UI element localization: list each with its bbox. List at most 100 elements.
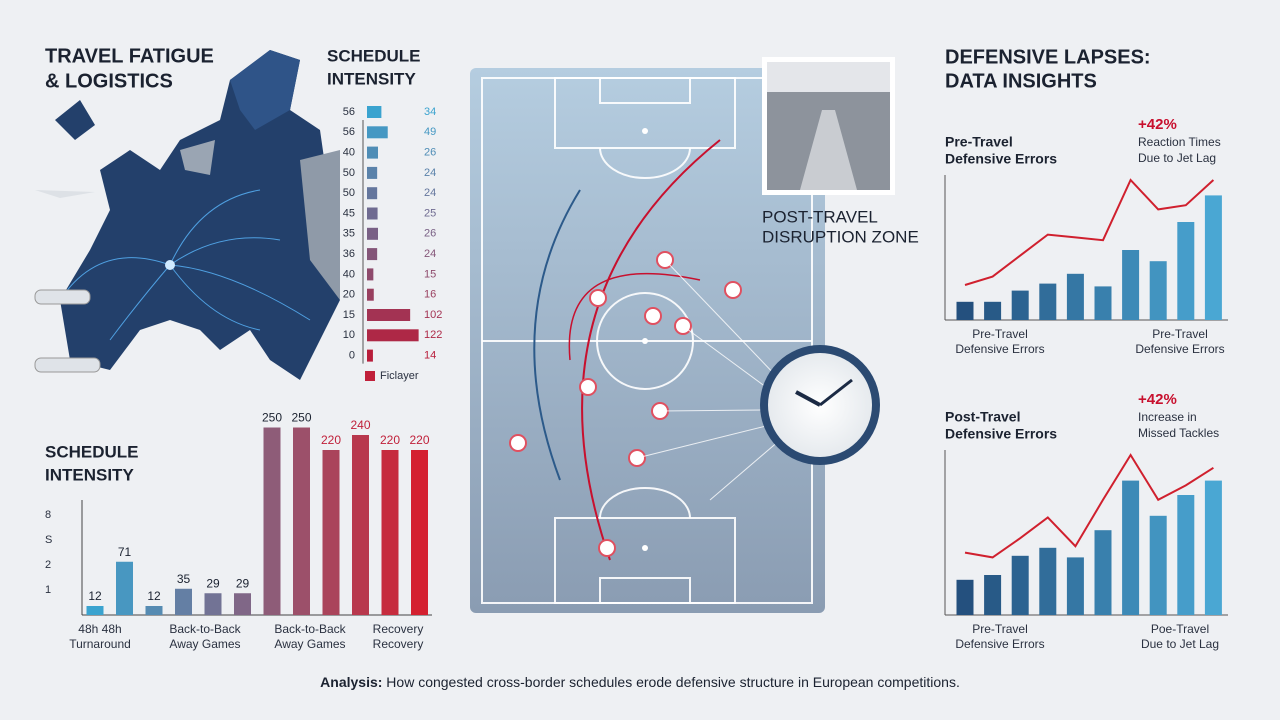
value-label: 26 [424, 228, 436, 240]
europe-map [34, 50, 340, 380]
bar [1122, 250, 1140, 320]
category-label: 56 [343, 106, 355, 118]
chart-title: Pre-Travel [945, 134, 1013, 150]
value-label: 102 [424, 309, 442, 321]
bar [1149, 261, 1167, 320]
x-label: Defensive Errors [955, 342, 1044, 356]
bar [1149, 515, 1167, 615]
bar [1066, 273, 1084, 320]
category-label: 35 [343, 228, 355, 240]
bar [381, 450, 399, 615]
category-label: 40 [343, 147, 355, 159]
bar [116, 561, 133, 615]
y-axis-label: 1 [45, 584, 51, 596]
value-label: 250 [262, 411, 282, 425]
bar [1204, 480, 1222, 615]
bar [1039, 547, 1057, 615]
chart-title: SCHEDULE [45, 442, 139, 461]
annotation-text: Missed Tackles [1138, 426, 1219, 440]
value-label: 220 [380, 433, 400, 447]
group-label: Away Games [274, 637, 345, 651]
bar [1011, 555, 1029, 615]
bar [367, 329, 419, 342]
bar [175, 588, 192, 615]
group-label: Back-to-Back [274, 622, 346, 636]
x-label: Due to Jet Lag [1141, 637, 1219, 651]
chart-title: INTENSITY [45, 465, 134, 484]
footer-lead: Analysis: [320, 674, 382, 690]
annotation-text: Increase in [1138, 410, 1197, 424]
bar [367, 146, 378, 159]
bar [956, 301, 974, 320]
group-label: Away Games [169, 637, 240, 651]
chart-title: SCHEDULE [327, 46, 421, 65]
value-label: 12 [88, 589, 102, 603]
line [964, 178, 1215, 286]
value-label: 49 [424, 126, 436, 138]
value-label: 24 [424, 167, 436, 179]
zone-label: DISRUPTION ZONE [762, 227, 919, 246]
bar [1011, 290, 1029, 320]
group-label: 48h 48h [78, 622, 121, 636]
category-label: 56 [343, 126, 355, 138]
bar [984, 301, 1002, 320]
y-axis-label: 8 [45, 509, 51, 521]
value-label: 220 [409, 433, 429, 447]
bar [293, 427, 310, 615]
value-label: 25 [424, 207, 436, 219]
x-label: Defensive Errors [955, 637, 1044, 651]
value-label: 26 [424, 147, 436, 159]
bar [1204, 195, 1222, 320]
y-axis-label: 2 [45, 559, 51, 571]
value-label: 14 [424, 350, 436, 362]
category-label: 20 [343, 289, 355, 301]
bar [367, 288, 374, 301]
pitch [470, 57, 895, 613]
bar [367, 166, 378, 179]
annotation-value: +42% [1138, 391, 1177, 408]
value-label: 34 [424, 106, 436, 118]
value-label: 16 [424, 289, 436, 301]
chart-title: Defensive Errors [945, 426, 1057, 442]
annotation-text: Reaction Times [1138, 135, 1221, 149]
zone-label: POST-TRAVEL [762, 207, 878, 226]
value-label: 29 [236, 576, 250, 590]
bar [204, 593, 222, 615]
bar [1039, 283, 1057, 320]
footer-text: How congested cross-border schedules ero… [382, 674, 959, 690]
value-label: 15 [424, 268, 436, 280]
y-axis-label: S [45, 534, 52, 546]
value-label: 24 [424, 187, 436, 199]
bar [263, 427, 281, 615]
x-label: Poe-Travel [1151, 622, 1209, 636]
heading: & LOGISTICS [45, 70, 173, 92]
value-label: 240 [350, 418, 370, 432]
bar [367, 126, 388, 139]
bar [367, 248, 378, 261]
footer: Analysis: How congested cross-border sch… [320, 674, 960, 690]
value-label: 35 [177, 572, 191, 586]
annotation-value: +42% [1138, 116, 1177, 133]
value-label: 220 [321, 433, 341, 447]
bar [145, 606, 163, 615]
bar [352, 435, 369, 615]
heading: DEFENSIVE LAPSES: [945, 46, 1151, 68]
group-label: Recovery [373, 637, 424, 651]
line [964, 453, 1214, 559]
legend-swatch [365, 371, 375, 381]
bar [1177, 222, 1195, 320]
bar [984, 575, 1002, 615]
bar [367, 106, 382, 118]
value-label: 250 [291, 411, 311, 425]
bar [411, 450, 428, 615]
value-label: 29 [206, 576, 220, 590]
bar [234, 593, 251, 615]
category-label: 50 [343, 167, 355, 179]
chart-title: Post-Travel [945, 409, 1020, 425]
value-label: 24 [424, 248, 436, 260]
bar [1066, 557, 1084, 615]
group-label: Turnaround [69, 637, 131, 651]
value-label: 12 [147, 589, 161, 603]
bar [1177, 495, 1195, 615]
